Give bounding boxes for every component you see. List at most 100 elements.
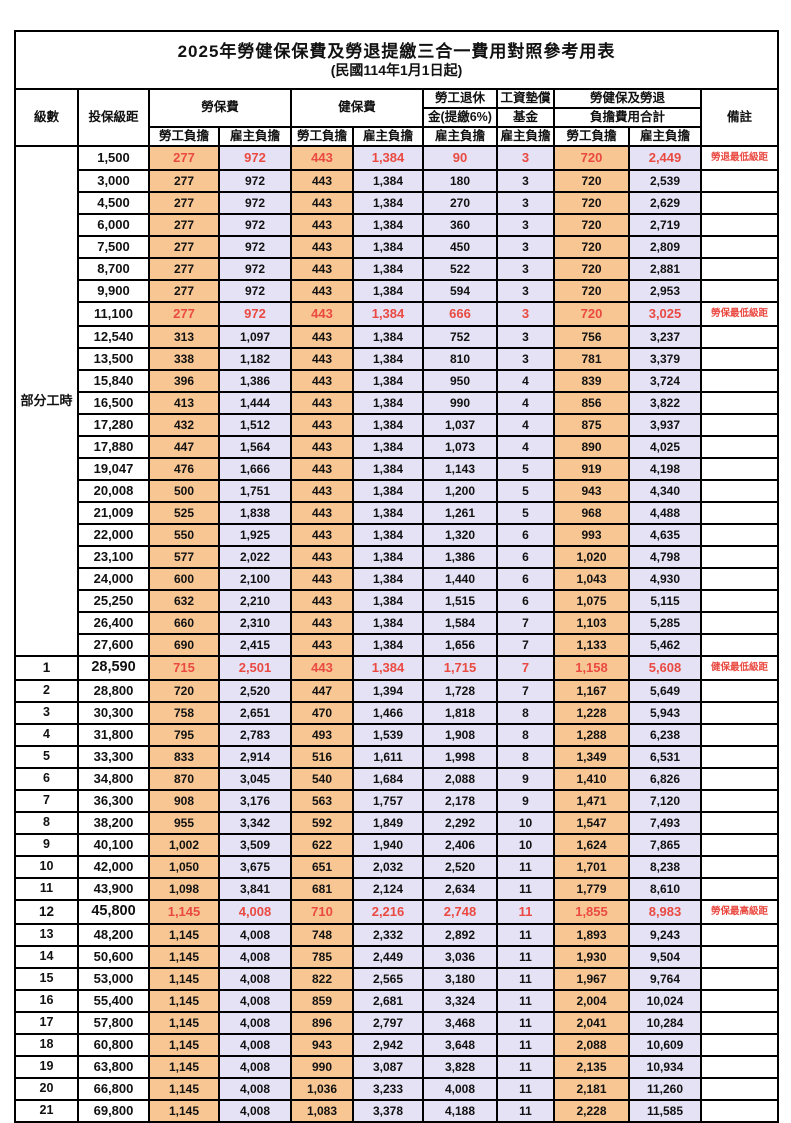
wage-fund-employer-cell: 4 [496, 413, 555, 437]
wage-fund-employer-cell: 11 [496, 855, 555, 879]
labor-employee-cell: 1,145 [148, 1055, 220, 1079]
total-employee-cell: 1,624 [553, 833, 630, 857]
note-cell [700, 923, 779, 947]
wage-fund-employer-cell: 11 [496, 945, 555, 969]
pension-employer-cell: 3,036 [422, 945, 498, 969]
note-cell [700, 1055, 779, 1079]
bracket-cell: 34,800 [77, 767, 150, 791]
total-employee-cell: 2,041 [553, 1011, 630, 1035]
header-row-2: 金(提繳6%) 基金 負擔費用合計 [15, 107, 778, 128]
wage-fund-employer-cell: 5 [496, 457, 555, 481]
health-employee-cell: 443 [290, 191, 354, 215]
bracket-cell: 1,500 [77, 145, 150, 171]
level-cell: 7 [14, 789, 79, 813]
health-employee-cell: 443 [290, 169, 354, 193]
health-employee-cell: 443 [290, 301, 354, 327]
labor-employee-cell: 1,002 [148, 833, 220, 857]
labor-employer-cell: 4,008 [218, 989, 292, 1013]
labor-employee-cell: 1,145 [148, 899, 220, 925]
health-employee-cell: 443 [290, 567, 354, 591]
health-employer-cell: 3,087 [352, 1055, 424, 1079]
labor-employee-cell: 908 [148, 789, 220, 813]
pension-employer-cell: 990 [422, 391, 498, 415]
header-labor-insurance: 勞保費 [148, 88, 292, 128]
level-cell: 20 [14, 1077, 79, 1101]
health-employee-cell: 443 [290, 235, 354, 259]
health-employer-cell: 1,384 [352, 457, 424, 481]
health-employer-cell: 2,032 [352, 855, 424, 879]
total-employer-cell: 4,488 [628, 501, 702, 525]
note-cell [700, 257, 779, 281]
total-employer-cell: 3,937 [628, 413, 702, 437]
labor-employer-cell: 972 [218, 191, 292, 215]
note-cell [700, 679, 779, 703]
table-row: 18 60,800 1,145 4,008 943 2,942 3,648 11 2,088 10… [14, 1033, 779, 1057]
table-row: 17 57,800 1,145 4,008 896 2,797 3,468 11 2,041 10… [14, 1011, 779, 1035]
total-employer-cell: 3,237 [628, 325, 702, 349]
table-row: 8,700 277 972 443 1,384 522 3 720 2,881 [15, 257, 779, 281]
header-li-employee: 勞工負擔 [148, 126, 220, 147]
bracket-cell: 8,700 [77, 257, 150, 281]
health-employer-cell: 1,384 [352, 589, 424, 613]
wage-fund-employer-cell: 9 [496, 767, 555, 791]
labor-employer-cell: 2,415 [218, 633, 292, 657]
labor-employee-cell: 525 [148, 501, 220, 525]
labor-employee-cell: 632 [148, 589, 220, 613]
health-employer-cell: 2,124 [352, 877, 424, 901]
health-employer-cell: 1,384 [352, 413, 424, 437]
labor-employer-cell: 972 [218, 301, 292, 327]
health-employee-cell: 443 [290, 257, 354, 281]
header-hi-employee: 勞工負擔 [290, 126, 354, 147]
pension-employer-cell: 2,088 [422, 767, 498, 791]
labor-employer-cell: 2,520 [218, 679, 292, 703]
pension-employer-cell: 4,008 [422, 1077, 498, 1101]
bracket-cell: 45,800 [77, 899, 150, 925]
total-employer-cell: 3,025 [628, 301, 702, 327]
labor-employer-cell: 972 [218, 169, 292, 193]
level-cell: 17 [14, 1011, 79, 1035]
labor-employer-cell: 972 [218, 145, 292, 171]
header-total-line1: 勞健保及勞退 [553, 88, 702, 109]
table-row: 27,600 690 2,415 443 1,384 1,656 7 1,133 5,462 [15, 633, 779, 657]
pension-employer-cell: 4,188 [422, 1099, 498, 1123]
health-employer-cell: 1,940 [352, 833, 424, 857]
note-cell [700, 967, 779, 991]
total-employee-cell: 1,349 [553, 745, 630, 769]
note-cell [700, 523, 779, 547]
labor-employer-cell: 1,838 [218, 501, 292, 525]
header-note: 備註 [700, 88, 779, 147]
health-employer-cell: 2,797 [352, 1011, 424, 1035]
table-row: 3,000 277 972 443 1,384 180 3 720 2,539 [15, 169, 779, 193]
bracket-cell: 36,300 [77, 789, 150, 813]
note-cell [700, 369, 779, 393]
header-row-3: 勞工負擔 雇主負擔 勞工負擔 雇主負擔 雇主負擔 雇主負擔 勞工負擔 雇主負擔 [15, 126, 778, 147]
table-row: 7,500 277 972 443 1,384 450 3 720 2,809 [15, 235, 779, 259]
health-employer-cell: 1,384 [352, 191, 424, 215]
table-row: 11 43,900 1,098 3,841 681 2,124 2,634 11 1,779 8,… [14, 877, 779, 901]
health-employee-cell: 1,036 [290, 1077, 354, 1101]
pension-employer-cell: 594 [422, 279, 498, 303]
health-employer-cell: 1,384 [352, 567, 424, 591]
table-row: 20,008 500 1,751 443 1,384 1,200 5 943 4,340 [15, 479, 779, 503]
total-employee-cell: 993 [553, 523, 630, 547]
note-cell: 勞退最低級距 [700, 145, 779, 171]
labor-employer-cell: 4,008 [218, 1077, 292, 1101]
header-total-employer: 雇主負擔 [628, 126, 702, 147]
pension-employer-cell: 1,998 [422, 745, 498, 769]
labor-employee-cell: 660 [148, 611, 220, 635]
wage-fund-employer-cell: 10 [496, 811, 555, 835]
bracket-cell: 22,000 [77, 523, 150, 547]
health-employer-cell: 1,757 [352, 789, 424, 813]
total-employer-cell: 2,881 [628, 257, 702, 281]
labor-employee-cell: 550 [148, 523, 220, 547]
labor-employer-cell: 3,509 [218, 833, 292, 857]
total-employee-cell: 720 [553, 279, 630, 303]
level-cell: 3 [14, 701, 79, 725]
labor-employee-cell: 313 [148, 325, 220, 349]
table-row: 8 38,200 955 3,342 592 1,849 2,292 10 1,547 7,493 [14, 811, 779, 835]
bracket-cell: 19,047 [77, 457, 150, 481]
note-cell [700, 855, 779, 879]
level-cell: 16 [14, 989, 79, 1013]
total-employer-cell: 5,608 [628, 655, 702, 681]
note-cell [700, 235, 779, 259]
